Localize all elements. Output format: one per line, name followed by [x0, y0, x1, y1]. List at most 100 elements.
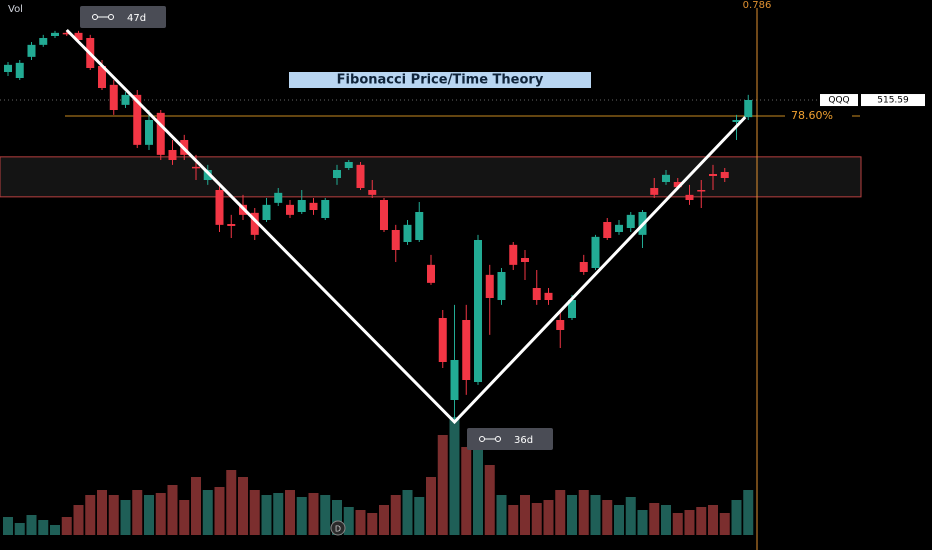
volume-bar: [226, 470, 237, 535]
candle-body: [720, 172, 729, 178]
candle-body: [227, 224, 236, 226]
candle-body: [168, 150, 177, 160]
trend-line: [65, 28, 747, 425]
volume-bar: [320, 495, 331, 535]
candle-body: [262, 204, 271, 220]
volume-bar: [437, 435, 448, 535]
volume-bar: [426, 477, 436, 535]
volume-label: Vol: [8, 4, 23, 15]
interval-icon: [330, 520, 346, 536]
volume-bar: [661, 505, 671, 535]
candle-body: [15, 62, 24, 78]
volume-bar: [555, 490, 566, 535]
candle-body: [415, 212, 424, 240]
candle-body: [297, 200, 306, 212]
volume-bar: [26, 515, 37, 535]
volume-bar: [191, 477, 201, 535]
volume-bar: [602, 500, 613, 535]
volume-bar: [590, 495, 601, 535]
badge-icon: [479, 436, 485, 442]
symbol-bg: [820, 94, 858, 107]
volume-bar: [73, 505, 84, 535]
volume-bar: [144, 495, 154, 535]
volume-bar: [85, 495, 96, 535]
volume-bar: [614, 505, 624, 535]
volume-bar: [367, 513, 378, 535]
candle-body: [650, 188, 659, 195]
time-span-badge: 36d: [467, 428, 553, 450]
candle-body: [427, 264, 435, 283]
time-span-label: 36d: [514, 435, 533, 446]
volume-bar: [3, 517, 13, 535]
candle-body: [333, 170, 341, 178]
volume-bar: [249, 490, 260, 535]
candle-body: [603, 222, 612, 238]
candle-body: [356, 164, 365, 188]
candle-body: [121, 94, 130, 105]
volume-bar: [578, 490, 589, 535]
volume-bar: [273, 493, 284, 535]
volume-bar: [484, 465, 495, 535]
candle-body: [744, 100, 753, 118]
volume-bar: [355, 510, 366, 535]
volume-bar: [719, 513, 730, 535]
volume-bar: [731, 500, 742, 535]
badge-bg: [467, 428, 553, 450]
candle-body: [145, 120, 153, 145]
candle-body: [403, 224, 412, 242]
time-span-label: 47d: [127, 13, 146, 24]
candle-body: [673, 182, 682, 188]
volume-bar: [543, 500, 554, 535]
candle-body: [133, 94, 142, 145]
candle-body: [4, 64, 12, 72]
volume-bar: [214, 487, 225, 535]
candle-body: [344, 162, 353, 168]
candle-body: [192, 166, 200, 169]
volume-bar: [473, 435, 483, 535]
volume-bar: [672, 513, 683, 535]
candle-body: [462, 320, 471, 380]
price-value: 515.59: [877, 96, 909, 106]
volume-bar: [567, 495, 577, 535]
candle-body: [74, 32, 83, 40]
volume-bar: [296, 497, 307, 535]
candle-body: [450, 360, 459, 400]
candle-body: [615, 224, 623, 232]
candle-body: [286, 204, 294, 215]
volume-bar: [743, 490, 754, 535]
volume-bar: [637, 510, 648, 535]
volume-bar: [308, 493, 319, 535]
candle-body: [474, 240, 482, 382]
volume-bar: [108, 495, 119, 535]
candle-body: [380, 200, 388, 230]
volume-bar: [520, 495, 530, 535]
fib-percent: 78.60%: [791, 109, 833, 122]
candle-body: [532, 288, 541, 300]
volume-bar: [649, 503, 660, 535]
candle-body: [509, 244, 518, 265]
volume-bar: [61, 517, 72, 535]
volume-bar: [332, 500, 342, 535]
price-bg: [861, 94, 925, 107]
volume-bar: [238, 477, 248, 535]
volume-bar: [696, 507, 707, 535]
volume-bar: [461, 447, 472, 535]
volume-bar: [155, 493, 166, 535]
candle-body: [39, 38, 48, 45]
volume-bar: [531, 503, 542, 535]
candle-body: [556, 320, 565, 330]
candle-body: [51, 32, 59, 36]
candle-body: [274, 192, 283, 203]
fib-ratio: 0.786: [743, 0, 772, 11]
candle-body: [98, 66, 106, 88]
volume-bar: [132, 490, 143, 535]
volume-bar: [179, 500, 190, 535]
candle-body: [27, 44, 36, 57]
badge-icon: [92, 14, 98, 20]
badge-icon: [495, 436, 501, 442]
volume-bar: [343, 507, 354, 535]
volume-bar: [390, 495, 401, 535]
volume-bar: [14, 523, 25, 535]
